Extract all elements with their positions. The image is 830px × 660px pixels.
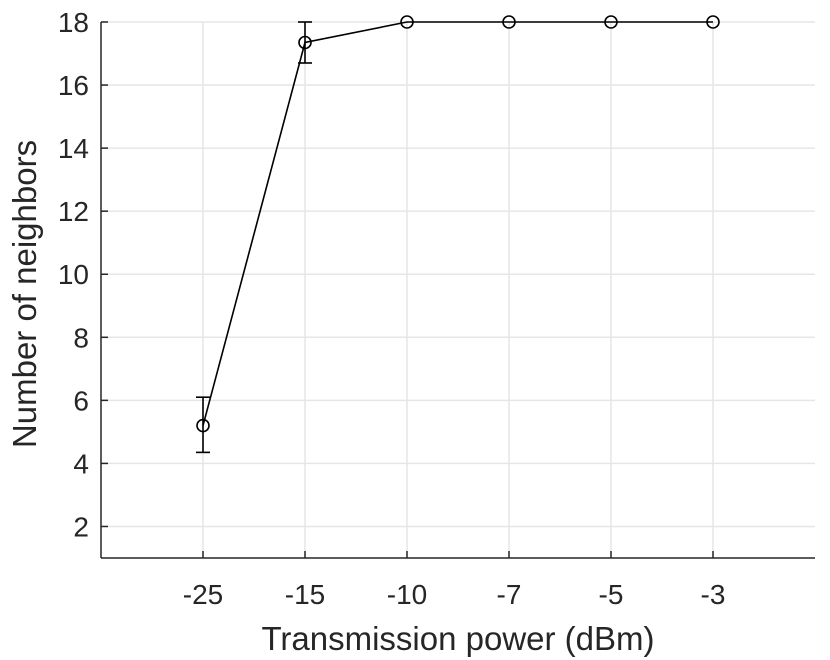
y-tick-label: 18 <box>58 7 89 38</box>
data-point <box>196 418 210 433</box>
data-point <box>604 15 618 29</box>
y-tick-label: 6 <box>73 385 89 416</box>
y-tick-label: 10 <box>58 259 89 290</box>
axes <box>100 21 815 559</box>
y-tick-label: 16 <box>58 70 89 101</box>
x-tick-label: -5 <box>599 579 624 610</box>
plot-area <box>196 15 720 454</box>
y-tick-label: 8 <box>73 322 89 353</box>
tick-labels: 2 4 6 8 10 12 14 16 18 -25 -15 -10 -7 -5 -3 <box>58 7 726 610</box>
x-tick-label: -15 <box>285 579 325 610</box>
data-point <box>298 35 312 50</box>
series-line <box>202 21 713 426</box>
x-tick-label: -25 <box>183 579 223 610</box>
x-tick-label: -10 <box>387 579 427 610</box>
y-tick-label: 2 <box>73 511 89 542</box>
data-point <box>706 15 720 29</box>
x-tick-label: -3 <box>701 579 726 610</box>
y-tick-label: 4 <box>73 448 89 479</box>
y-axis-label: Number of neighbors <box>6 140 43 448</box>
x-axis-label: Transmission power (dBm) <box>261 620 654 657</box>
y-tick-label: 14 <box>58 133 89 164</box>
grid <box>101 21 815 558</box>
data-point <box>502 15 516 29</box>
data-point <box>400 15 414 29</box>
x-tick-label: -7 <box>497 579 522 610</box>
y-tick-label: 12 <box>58 196 89 227</box>
